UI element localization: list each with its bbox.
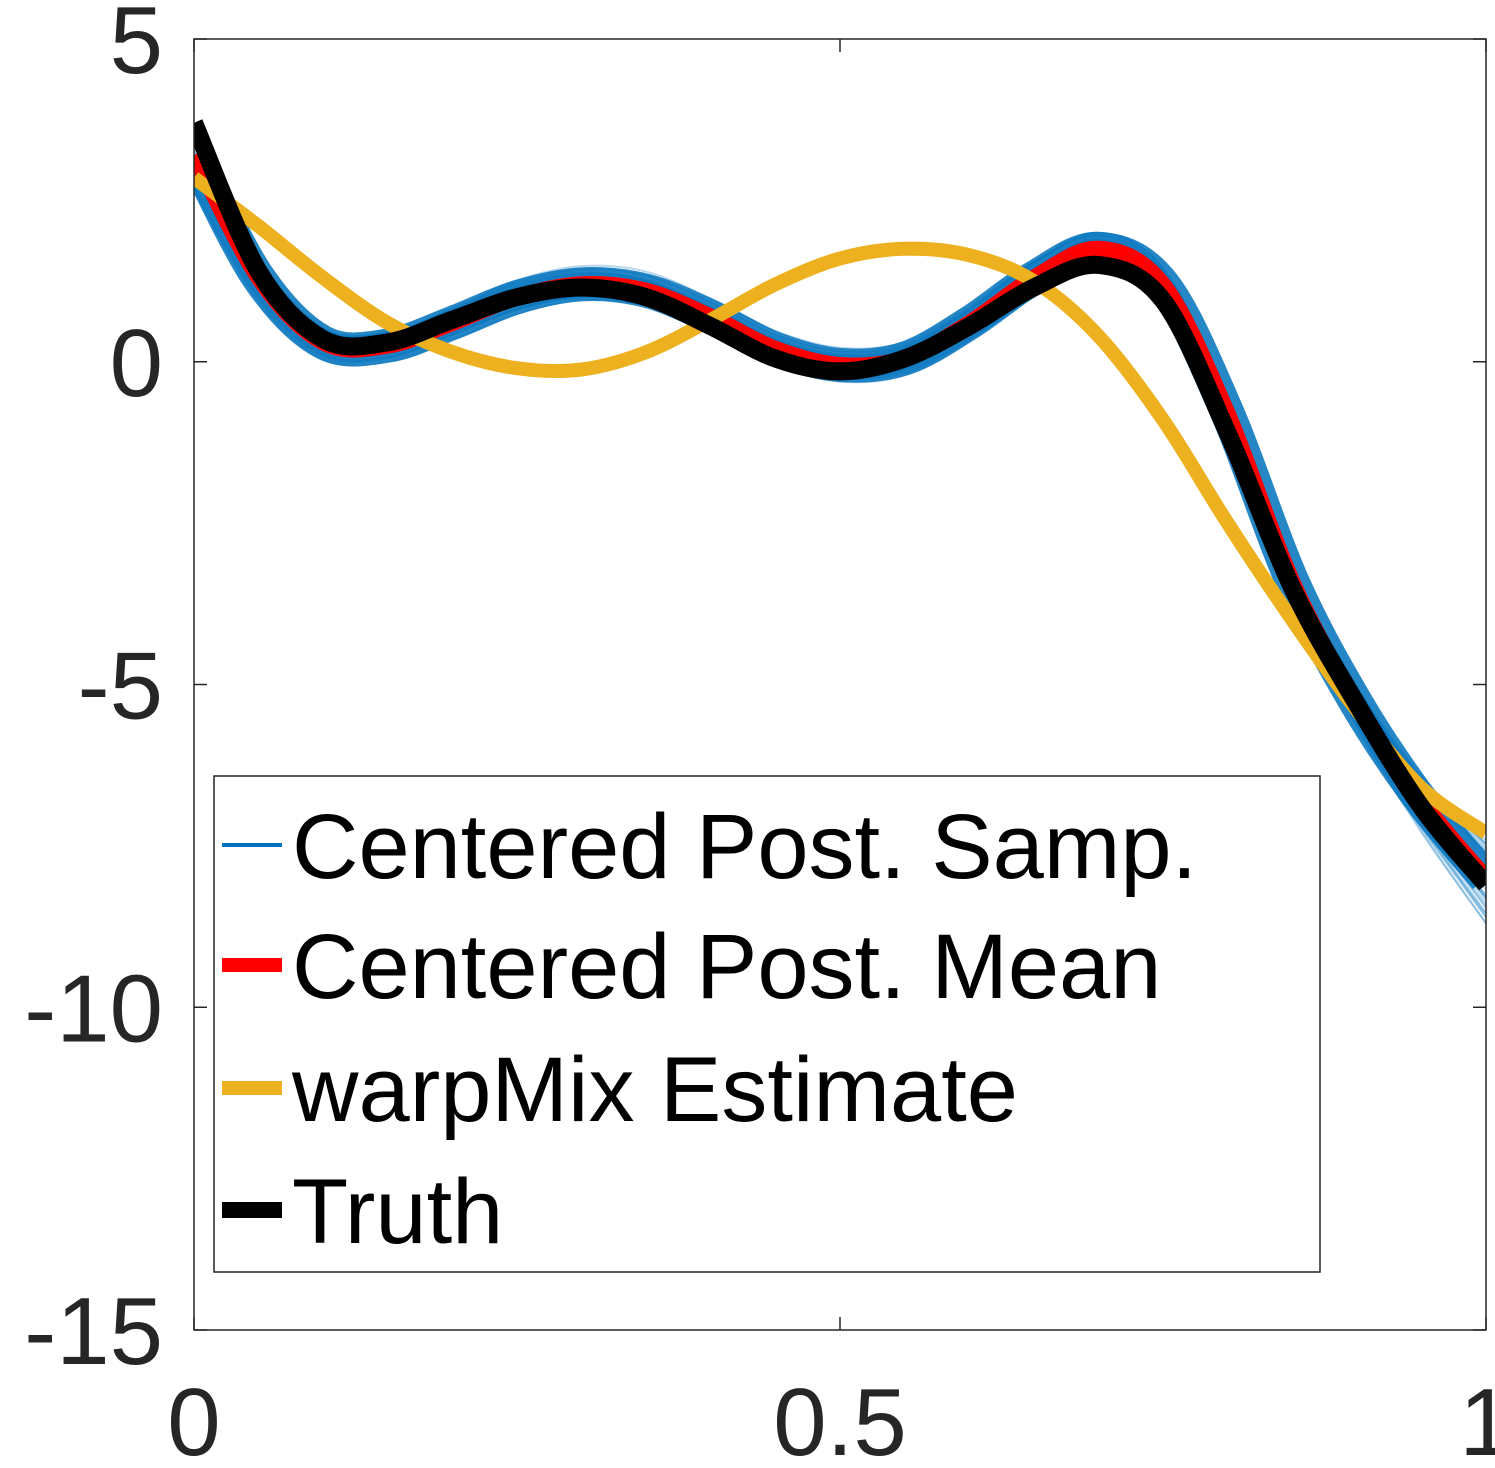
posterior-sample-line bbox=[194, 136, 1486, 855]
posterior-sample-line bbox=[194, 123, 1486, 841]
y-tick-label: -15 bbox=[24, 1278, 163, 1385]
posterior-sample-line bbox=[194, 139, 1486, 859]
posterior-sample-line bbox=[194, 129, 1486, 849]
posterior-sample-line bbox=[194, 132, 1486, 853]
legend: Centered Post. Samp. Centered Post. Mean w… bbox=[213, 775, 1321, 1273]
legend-label: Centered Post. Samp. bbox=[292, 796, 1197, 898]
legend-label: Centered Post. Mean bbox=[292, 916, 1161, 1018]
posterior-sample-line bbox=[194, 157, 1486, 879]
y-tick-label: 5 bbox=[110, 0, 163, 94]
legend-label: Truth bbox=[292, 1161, 503, 1263]
y-tick-label: 0 bbox=[110, 310, 163, 417]
legend-entry-truth: Truth bbox=[222, 1161, 503, 1263]
legend-box bbox=[213, 775, 1321, 1273]
posterior-sample-line bbox=[194, 125, 1486, 846]
series-layer bbox=[194, 119, 1486, 925]
legend-entry-posterior-samples: Centered Post. Samp. bbox=[222, 796, 1197, 898]
legend-entry-posterior-mean: Centered Post. Mean bbox=[222, 916, 1161, 1018]
posterior-sample-line bbox=[194, 161, 1486, 884]
legend-label: warpMix Estimate bbox=[291, 1039, 1018, 1141]
x-tick-label: 1 bbox=[1459, 1369, 1495, 1468]
posterior-sample-line bbox=[194, 129, 1486, 846]
x-tick-label: 0 bbox=[167, 1369, 220, 1468]
posterior-sample-line bbox=[194, 133, 1486, 856]
x-tick-label: 0.5 bbox=[773, 1369, 906, 1468]
truth-line bbox=[194, 119, 1486, 891]
posterior-sample-line bbox=[194, 134, 1486, 851]
posterior-sample-line bbox=[194, 140, 1486, 862]
warpmix-estimate-line bbox=[194, 172, 1486, 839]
y-tick-label: -5 bbox=[78, 633, 163, 740]
legend-entry-warpmix: warpMix Estimate bbox=[222, 1039, 1018, 1141]
y-tick-label: -10 bbox=[24, 955, 163, 1062]
ticks-layer: 0 0.5 1 5 0 -5 -10 -15 bbox=[24, 0, 1495, 1468]
posterior-sample-line bbox=[194, 123, 1486, 844]
